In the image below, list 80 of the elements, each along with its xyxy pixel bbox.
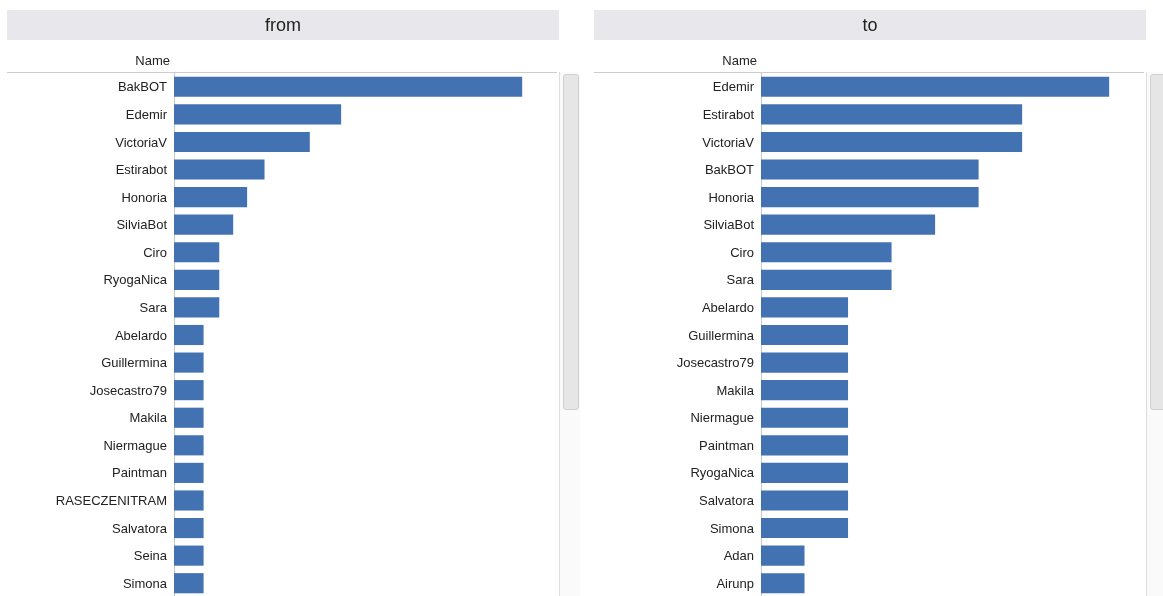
bar (761, 490, 849, 511)
y-tick-label: Niermague (690, 410, 754, 426)
bar (174, 242, 220, 263)
y-tick-label: Estirabot (702, 106, 755, 122)
bar (761, 187, 979, 208)
y-tick-label: Paintman (112, 465, 167, 481)
y-tick-label: Ciro (730, 244, 754, 260)
chart-title: to (594, 10, 1146, 40)
y-tick-label: RASECZENITRAM (55, 493, 167, 509)
bar (761, 131, 1023, 153)
y-tick-label: BakBOT (704, 162, 755, 178)
bar (174, 407, 204, 428)
y-tick-label: Guillermina (101, 355, 168, 371)
y-tick-label: Adan (723, 548, 754, 564)
bar (174, 352, 204, 373)
y-tick-label: VictoriaV (115, 134, 168, 150)
bar (761, 462, 849, 483)
y-tick-label: Salvatora (112, 520, 168, 536)
bar (761, 517, 849, 539)
bar (174, 104, 342, 125)
y-tick-label: Airunp (716, 575, 754, 591)
bar (174, 490, 204, 511)
bar (761, 297, 849, 318)
y-tick-label: SilviaBot (116, 217, 168, 233)
y-tick-label: Abelardo (114, 327, 167, 343)
y-tick-label: RyogaNica (103, 272, 168, 288)
bar (174, 297, 220, 318)
bar (761, 104, 1023, 125)
bar (761, 407, 849, 428)
bar (761, 324, 849, 346)
bar (761, 573, 805, 594)
bar (174, 269, 220, 290)
bar (761, 214, 936, 235)
bar (761, 76, 1110, 97)
y-axis-title: Name (134, 53, 170, 68)
bar (761, 159, 979, 180)
bar (174, 159, 265, 180)
bar (174, 517, 204, 539)
bar (761, 380, 849, 401)
y-tick-label: Makila (716, 382, 755, 398)
bar (174, 187, 248, 208)
y-tick-label: Josecastro79 (676, 355, 754, 371)
chart-title: from (7, 10, 559, 40)
y-tick-label: Simona (122, 575, 168, 591)
y-tick-label: Honoria (121, 189, 168, 205)
bar (174, 573, 204, 594)
y-tick-label: RyogaNica (690, 465, 755, 481)
bar (174, 462, 204, 483)
y-tick-label: SilviaBot (703, 217, 755, 233)
y-tick-label: Salvatora (699, 493, 755, 509)
bar (174, 214, 234, 235)
y-tick-label: Ciro (143, 244, 167, 260)
bar (174, 324, 204, 346)
y-tick-label: Estirabot (115, 162, 168, 178)
y-tick-label: Honoria (708, 189, 755, 205)
y-tick-label: Abelardo (701, 299, 754, 315)
y-tick-label: Simona (709, 520, 755, 536)
bar (761, 545, 805, 566)
y-tick-label: Guillermina (688, 327, 755, 343)
y-tick-label: Edemir (712, 79, 755, 95)
y-tick-label: Niermague (103, 437, 167, 453)
y-tick-label: Makila (129, 410, 168, 426)
y-axis-title: Name (721, 53, 757, 68)
bar (174, 545, 204, 566)
y-tick-label: Sara (726, 272, 755, 288)
bar (761, 352, 849, 373)
bar (174, 131, 310, 153)
bar (174, 76, 523, 97)
y-tick-label: VictoriaV (702, 134, 755, 150)
bar (761, 242, 892, 263)
bar (761, 435, 849, 456)
y-tick-label: Josecastro79 (89, 382, 167, 398)
bar (174, 435, 204, 456)
y-tick-label: BakBOT (117, 79, 168, 95)
bar (174, 380, 204, 401)
y-tick-label: Sara (139, 299, 168, 315)
y-tick-label: Seina (133, 548, 168, 564)
bar (761, 269, 892, 290)
y-tick-label: Paintman (699, 437, 754, 453)
y-tick-label: Edemir (125, 106, 168, 122)
